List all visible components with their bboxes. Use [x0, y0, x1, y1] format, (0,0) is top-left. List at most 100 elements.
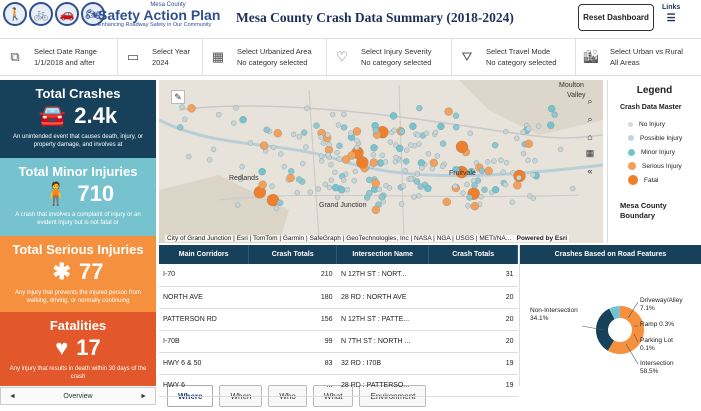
- crash-point[interactable]: [409, 122, 417, 130]
- column-header[interactable]: Intersection Name: [337, 245, 430, 264]
- crash-point[interactable]: [331, 183, 340, 192]
- table-row[interactable]: N 12TH ST : NORT... 31: [337, 264, 518, 287]
- crash-point[interactable]: [400, 183, 406, 189]
- crash-point[interactable]: [524, 139, 533, 148]
- zoom-out-icon[interactable]: ⌕: [587, 113, 593, 124]
- crash-point[interactable]: [258, 167, 266, 176]
- crash-point[interactable]: [503, 160, 510, 166]
- crash-point[interactable]: [247, 140, 254, 146]
- crash-point[interactable]: [455, 140, 469, 154]
- crash-point[interactable]: [328, 177, 334, 183]
- crash-map[interactable]: ✎ ⌕ ⌕ ⌂ ▦ « Moulton Valley Redlands Frui…: [159, 80, 603, 243]
- table-row[interactable]: 28 RD : NORTH AVE 20: [337, 286, 518, 309]
- crash-point[interactable]: [424, 184, 432, 193]
- crash-point[interactable]: [341, 155, 351, 164]
- filter-travel-mode[interactable]: ⛛ Select Travel Mode No category selected: [452, 39, 576, 75]
- crash-point[interactable]: [296, 134, 302, 140]
- crash-point[interactable]: [514, 135, 520, 142]
- crash-point[interactable]: [187, 104, 196, 113]
- table-row[interactable]: HWY 6 & 50 83: [159, 352, 337, 375]
- crash-point[interactable]: [465, 203, 471, 209]
- crash-point[interactable]: [281, 163, 287, 170]
- crash-point[interactable]: [354, 138, 360, 144]
- crash-point[interactable]: [402, 167, 408, 174]
- crash-point[interactable]: [338, 186, 346, 194]
- crash-point[interactable]: [516, 175, 522, 181]
- crash-point[interactable]: [452, 166, 460, 174]
- crash-point[interactable]: [304, 105, 310, 111]
- crash-point[interactable]: [313, 122, 320, 129]
- crash-point[interactable]: [403, 158, 410, 165]
- crash-point[interactable]: [177, 124, 184, 131]
- filter-date-range[interactable]: ⧉ Select Date Range 1/1/2018 and after: [0, 39, 118, 75]
- crash-point[interactable]: [276, 199, 284, 206]
- crash-point[interactable]: [301, 129, 308, 136]
- crash-point[interactable]: [325, 132, 331, 138]
- crash-point[interactable]: [491, 186, 500, 194]
- crash-point[interactable]: [417, 183, 424, 190]
- crash-point[interactable]: [444, 107, 453, 116]
- crash-point[interactable]: [466, 194, 473, 201]
- crash-point[interactable]: [233, 105, 239, 111]
- crash-point[interactable]: [322, 181, 328, 188]
- crash-point[interactable]: [471, 182, 478, 189]
- crash-point[interactable]: [481, 186, 488, 193]
- crash-point[interactable]: [391, 127, 397, 133]
- crash-point[interactable]: [478, 167, 486, 174]
- reset-dashboard-button[interactable]: Reset Dashboard: [578, 4, 654, 31]
- home-icon[interactable]: ⌂: [587, 132, 593, 142]
- crash-point[interactable]: [325, 152, 331, 158]
- crash-point[interactable]: [273, 129, 282, 138]
- crash-point[interactable]: [535, 123, 542, 129]
- crash-point[interactable]: [371, 205, 380, 215]
- crash-point[interactable]: [429, 158, 438, 168]
- crash-point[interactable]: [231, 120, 237, 126]
- crash-point[interactable]: [278, 151, 284, 157]
- crash-point[interactable]: [432, 129, 439, 135]
- crash-point[interactable]: [419, 165, 425, 171]
- crash-point[interactable]: [414, 171, 421, 177]
- donut-slice-driveway-alley[interactable]: [609, 306, 621, 320]
- crash-point[interactable]: [382, 159, 389, 165]
- crash-point[interactable]: [513, 181, 522, 190]
- crash-point[interactable]: [237, 176, 244, 183]
- crash-point[interactable]: [288, 168, 295, 175]
- crash-point[interactable]: [269, 183, 275, 189]
- crash-point[interactable]: [370, 144, 378, 152]
- crash-point[interactable]: [378, 193, 385, 201]
- crash-point[interactable]: [341, 111, 347, 118]
- crash-point[interactable]: [326, 141, 332, 148]
- crash-point[interactable]: [417, 159, 425, 167]
- crash-point[interactable]: [416, 104, 423, 112]
- crash-point[interactable]: [186, 154, 192, 160]
- crash-point[interactable]: [352, 127, 362, 136]
- crash-point[interactable]: [372, 127, 379, 134]
- crash-point[interactable]: [315, 186, 322, 192]
- table-row[interactable]: N 12TH ST : PATTE... 20: [337, 308, 518, 331]
- crash-point[interactable]: [239, 163, 245, 170]
- crash-point[interactable]: [500, 169, 506, 175]
- crash-point[interactable]: [437, 122, 445, 131]
- filter-injury-severity[interactable]: ♡ Select Injury Severity No category sele…: [327, 39, 452, 75]
- crash-point[interactable]: [330, 111, 336, 118]
- crash-point[interactable]: [351, 178, 357, 184]
- crash-point[interactable]: [376, 186, 383, 193]
- crash-point[interactable]: [387, 139, 394, 145]
- crash-point[interactable]: [336, 142, 343, 149]
- hamburger-icon[interactable]: ☰: [666, 13, 676, 24]
- crash-point[interactable]: [478, 194, 484, 200]
- crash-points[interactable]: [177, 104, 576, 215]
- crash-point[interactable]: [548, 105, 556, 113]
- crash-point[interactable]: [525, 126, 532, 132]
- crash-point[interactable]: [464, 181, 470, 188]
- crash-point[interactable]: [348, 130, 354, 136]
- crash-point[interactable]: [398, 128, 406, 135]
- crash-point[interactable]: [259, 141, 269, 150]
- crash-point[interactable]: [396, 144, 404, 153]
- column-header[interactable]: Main Corridors: [159, 245, 250, 264]
- table-row[interactable]: I-70B 99: [159, 330, 337, 353]
- crash-point[interactable]: [216, 112, 222, 118]
- crash-point[interactable]: [389, 112, 398, 120]
- column-header[interactable]: Crash Totals: [428, 245, 518, 264]
- crash-point[interactable]: [452, 112, 460, 119]
